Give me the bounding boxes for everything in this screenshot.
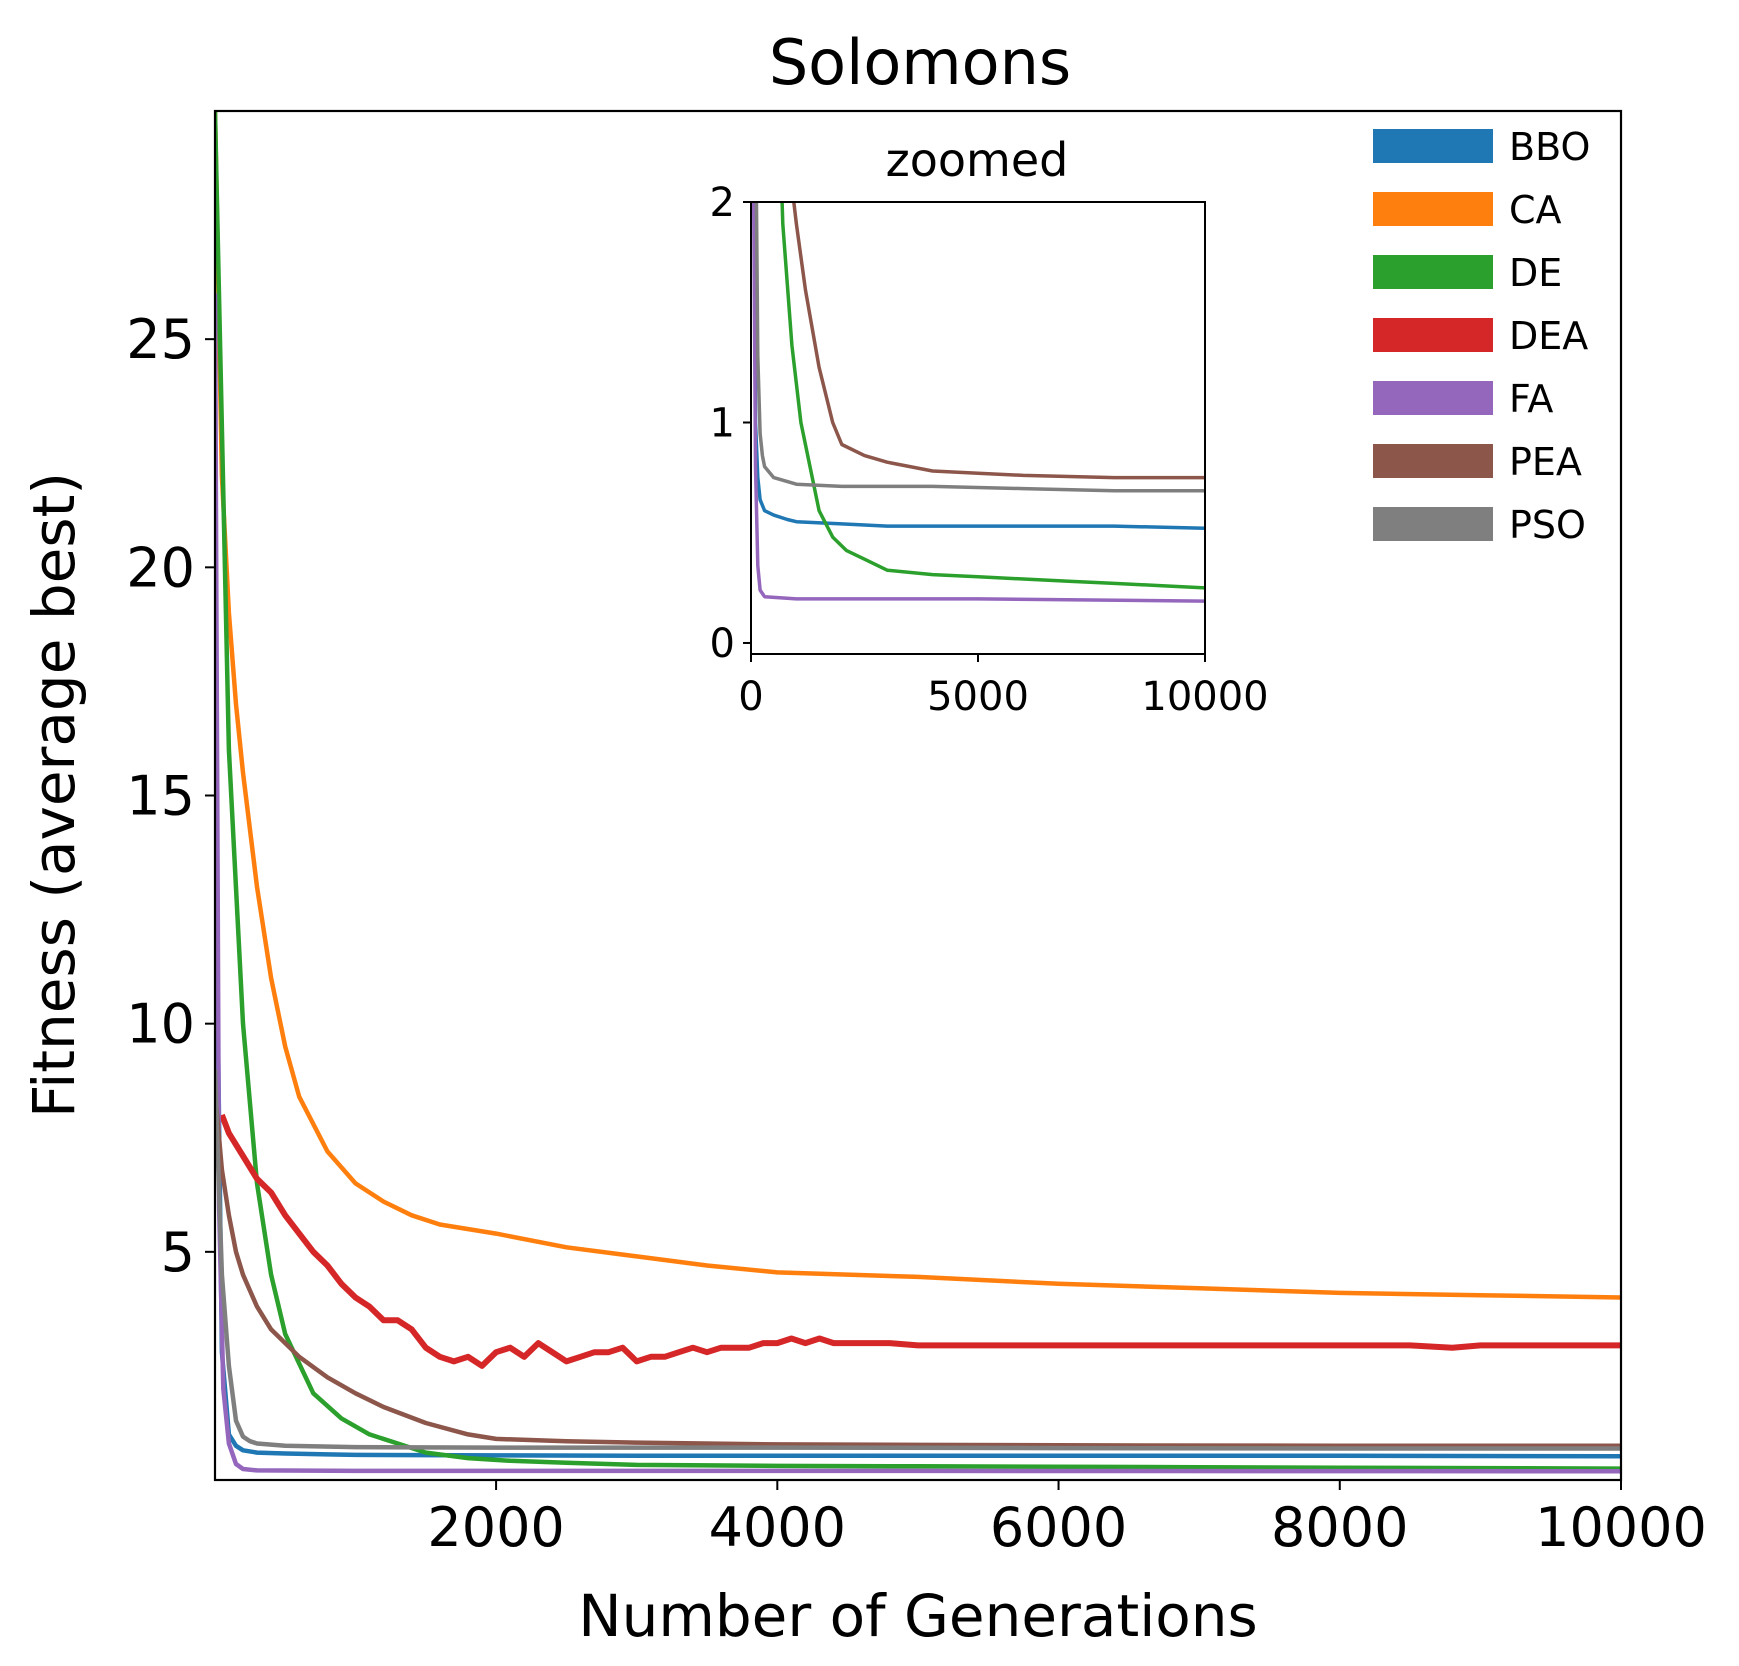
main-y-ticks: 5 10 15 20 25: [126, 308, 215, 1284]
legend: BBO CA DE DEA FA PEA PSO: [1373, 125, 1590, 547]
legend-swatch-bbo: [1373, 129, 1493, 163]
x-tick-label: 6000: [990, 1496, 1127, 1559]
inset-y-ticks: 0 1 2: [710, 180, 751, 667]
inset-x-ticks: 0 5000 10000: [738, 654, 1269, 720]
series-line-de: [215, 111, 1621, 1471]
x-tick-label: 4000: [709, 1496, 846, 1559]
legend-label-bbo: BBO: [1509, 125, 1590, 169]
inset-x-tick-label: 10000: [1141, 674, 1268, 720]
legend-swatch-ca: [1373, 192, 1493, 226]
legend-label-dea: DEA: [1509, 314, 1588, 358]
series-line-pso: [215, 1069, 1621, 1451]
inset-series-line-pso: [754, 202, 1205, 493]
inset-y-tick-label: 2: [710, 180, 735, 226]
legend-swatch-pea: [1373, 444, 1493, 478]
x-tick-label: 10000: [1535, 1496, 1707, 1559]
legend-label-pea: PEA: [1509, 440, 1582, 484]
series-line-fa: [215, 293, 1621, 1474]
series-line-pea: [215, 1091, 1621, 1449]
main-chart: Solomons 2000 4000 6000 8000 10000 510152025…: [20, 26, 1707, 1650]
legend-label-fa: FA: [1509, 377, 1553, 421]
main-x-axis-label: Number of Generations: [578, 1582, 1258, 1650]
y-tick-label: 25: [126, 308, 195, 371]
inset-y-tick-label: 1: [710, 400, 735, 446]
inset-series-line-de: [780, 202, 1205, 590]
main-x-ticks: 2000 4000 6000 8000 10000: [427, 1480, 1707, 1559]
inset-x-tick-label: 0: [738, 674, 763, 720]
inset-chart-title: zoomed: [886, 133, 1069, 187]
series-line-dea: [219, 1113, 1621, 1369]
legend-swatch-de: [1373, 255, 1493, 289]
y-tick-label: 15: [126, 765, 195, 828]
series-line-ca: [215, 111, 1621, 1300]
inset-y-tick-label: 0: [710, 621, 735, 667]
inset-x-tick-label: 5000: [927, 674, 1029, 720]
main-chart-title: Solomons: [769, 26, 1071, 99]
legend-swatch-pso: [1373, 507, 1493, 541]
y-tick-label: 20: [126, 536, 195, 599]
inset-series-group: [751, 202, 1205, 603]
inset-series-line-pea: [792, 202, 1205, 480]
legend-swatch-dea: [1373, 318, 1493, 352]
inset-background: [751, 202, 1205, 654]
legend-swatch-fa: [1373, 381, 1493, 415]
legend-label-pso: PSO: [1509, 503, 1586, 547]
x-tick-label: 2000: [427, 1496, 564, 1559]
main-series-group: [215, 111, 1621, 1474]
inset-chart: zoomed 0 5000 10000 0 1 2: [710, 133, 1269, 720]
legend-label-de: DE: [1509, 251, 1562, 295]
legend-label-ca: CA: [1509, 188, 1562, 232]
y-tick-label: 5: [161, 1221, 195, 1284]
main-plot-clip-area: [215, 111, 1621, 1474]
y-tick-label: 10: [126, 993, 195, 1056]
inset-series-line-fa: [751, 202, 1205, 603]
main-y-axis-label: Fitness (average best): [20, 472, 88, 1118]
x-tick-label: 8000: [1271, 1496, 1408, 1559]
